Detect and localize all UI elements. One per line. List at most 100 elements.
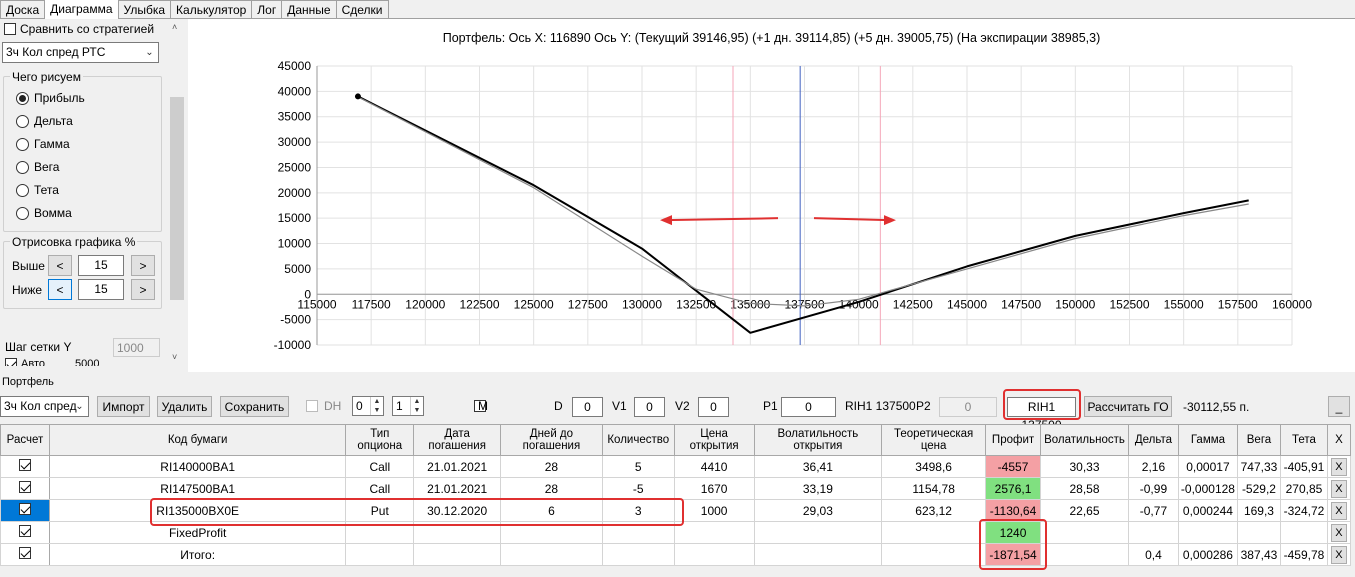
column-header[interactable]: Код бумаги — [48, 424, 347, 456]
remove-row-button[interactable]: X — [1330, 545, 1347, 564]
calc-checkbox[interactable] — [18, 481, 31, 493]
grid-step-field[interactable]: 1000 — [113, 338, 160, 357]
tab-0[interactable]: Доска — [0, 0, 46, 18]
column-header[interactable]: Расчет — [0, 424, 50, 456]
remove-row-button[interactable]: X — [1330, 479, 1347, 498]
remove-cell: X — [1326, 455, 1352, 478]
radio-option-3[interactable]: Вега — [16, 159, 59, 175]
instrument-field[interactable]: RIH1 137500 — [1007, 397, 1076, 432]
left-scroll-thumb[interactable] — [170, 97, 184, 300]
above-decrease-button[interactable]: < — [48, 255, 72, 276]
column-header[interactable]: Тета — [1279, 424, 1328, 456]
scroll-up-icon[interactable]: ˄ — [172, 22, 178, 32]
table-row[interactable]: RI140000BA1 Call 21.01.2021 28 5 4410 36,41 349… — [0, 455, 1352, 478]
above-increase-button[interactable]: > — [131, 255, 155, 276]
tab-1[interactable]: Диаграмма — [44, 0, 119, 19]
column-header[interactable]: Волатильность — [1040, 424, 1129, 456]
cell-vol — [1040, 543, 1129, 566]
minimize-button[interactable]: _ — [1328, 396, 1350, 417]
tab-3[interactable]: Калькулятор — [170, 0, 253, 18]
auto-row[interactable]: Авто 5000 — [5, 358, 99, 366]
calc-cell[interactable] — [0, 543, 50, 566]
above-value-field[interactable]: 15 — [78, 255, 124, 276]
column-header[interactable]: Профит — [985, 424, 1042, 456]
delete-button[interactable]: Удалить — [157, 396, 212, 417]
scroll-down-icon[interactable]: ˅ — [172, 352, 178, 362]
column-header[interactable]: Волатильность открытия — [753, 424, 883, 456]
v2-field[interactable]: 0 — [698, 397, 729, 417]
tab-2[interactable]: Улыбка — [117, 0, 172, 18]
column-header[interactable]: Дней до погашения — [500, 424, 603, 456]
calc-go-button[interactable]: Рассчитать ГО — [1084, 396, 1172, 417]
spin-arrows-icon[interactable]: ▲ ▼ — [410, 397, 423, 415]
column-header[interactable]: Гамма — [1177, 424, 1238, 456]
cell-gamma: 0,000286 — [1177, 543, 1238, 566]
column-header[interactable]: Тип опциона — [345, 424, 415, 456]
save-button[interactable]: Сохранить — [220, 396, 289, 417]
m-checkbox[interactable] — [474, 400, 487, 412]
cell-days — [500, 521, 603, 544]
draw-percent-title: Отрисовка графика % — [10, 235, 138, 249]
table-row[interactable]: RI135000BX0E Put 30.12.2020 6 3 1000 29,03 623,… — [0, 499, 1352, 522]
calc-checkbox[interactable] — [18, 503, 31, 515]
v1-field[interactable]: 0 — [634, 397, 665, 417]
spin1-field[interactable]: 0 ▲ ▼ — [352, 396, 384, 416]
radio-button[interactable] — [16, 91, 29, 105]
p2-field[interactable]: 0 — [939, 397, 997, 417]
below-value-field[interactable]: 15 — [78, 279, 124, 300]
dh-checkbox[interactable] — [306, 400, 318, 412]
strategy-select[interactable]: 3ч Кол спред РТС ⌄ — [2, 42, 159, 63]
table-row[interactable]: Итого: -1871,54 0,4 0,000286 387,43 -459,78 X — [0, 543, 1352, 566]
calc-cell[interactable] — [0, 521, 50, 544]
radio-button[interactable] — [16, 160, 29, 174]
compare-strategy-checkbox[interactable] — [4, 23, 16, 35]
calc-cell[interactable] — [0, 455, 50, 478]
calc-cell[interactable] — [0, 499, 50, 522]
column-header[interactable]: Цена открытия — [673, 424, 755, 456]
table-row[interactable]: FixedProfit 1240 X — [0, 521, 1352, 544]
tab-6[interactable]: Сделки — [335, 0, 389, 18]
cell-qty — [601, 543, 675, 566]
cell-theor: 623,12 — [881, 499, 987, 522]
column-header[interactable]: Теоретическая цена — [881, 424, 987, 456]
tab-4[interactable]: Лог — [251, 0, 283, 18]
column-header[interactable]: Количество — [601, 424, 675, 456]
spin2-field[interactable]: 1 ▲ ▼ — [392, 396, 424, 416]
profit-chart[interactable]: 115000 117500 120000 122500 125000 127500 1300… — [188, 19, 1355, 372]
p1-field[interactable]: 0 — [781, 397, 836, 417]
radio-option-1[interactable]: Дельта — [16, 113, 73, 129]
tab-divider — [0, 18, 1355, 19]
radio-button[interactable] — [16, 183, 29, 197]
calc-checkbox[interactable] — [18, 525, 31, 537]
radio-option-4[interactable]: Тета — [16, 182, 59, 198]
radio-button[interactable] — [16, 206, 29, 220]
radio-button[interactable] — [16, 114, 29, 128]
radio-button[interactable] — [16, 137, 29, 151]
portfolio-strategy-select[interactable]: 3ч Кол спред ⌄ — [0, 396, 89, 417]
radio-option-5[interactable]: Вомма — [16, 205, 72, 221]
column-header[interactable]: Дата погашения — [413, 424, 502, 456]
calc-checkbox[interactable] — [18, 459, 31, 471]
column-header[interactable]: Вега — [1236, 424, 1281, 456]
tab-5[interactable]: Данные — [281, 0, 337, 18]
spin-arrows-icon[interactable]: ▲ ▼ — [370, 397, 383, 415]
remove-row-button[interactable]: X — [1330, 523, 1347, 542]
below-increase-button[interactable]: > — [131, 279, 155, 300]
cell-vol: 30,33 — [1040, 455, 1129, 478]
calc-checkbox[interactable] — [18, 547, 31, 559]
below-decrease-button[interactable]: < — [48, 279, 72, 300]
column-header[interactable]: X — [1326, 424, 1352, 456]
column-header[interactable]: Дельта — [1127, 424, 1179, 456]
cell-gamma: 0,000244 — [1177, 499, 1238, 522]
import-button[interactable]: Импорт — [97, 396, 150, 417]
table-row[interactable]: RI147500BA1 Call 21.01.2021 28 -5 1670 33,19 11… — [0, 477, 1352, 500]
remove-row-button[interactable]: X — [1330, 501, 1347, 520]
cell-profit: 2576,1 — [985, 477, 1042, 500]
compare-strategy-row[interactable]: Сравнить со стратегией — [4, 22, 154, 36]
remove-row-button[interactable]: X — [1330, 457, 1347, 476]
radio-option-2[interactable]: Гамма — [16, 136, 70, 152]
radio-option-0[interactable]: Прибыль — [16, 90, 85, 106]
calc-cell[interactable] — [0, 477, 50, 500]
auto-checkbox[interactable] — [5, 358, 17, 366]
d-field[interactable]: 0 — [572, 397, 603, 417]
